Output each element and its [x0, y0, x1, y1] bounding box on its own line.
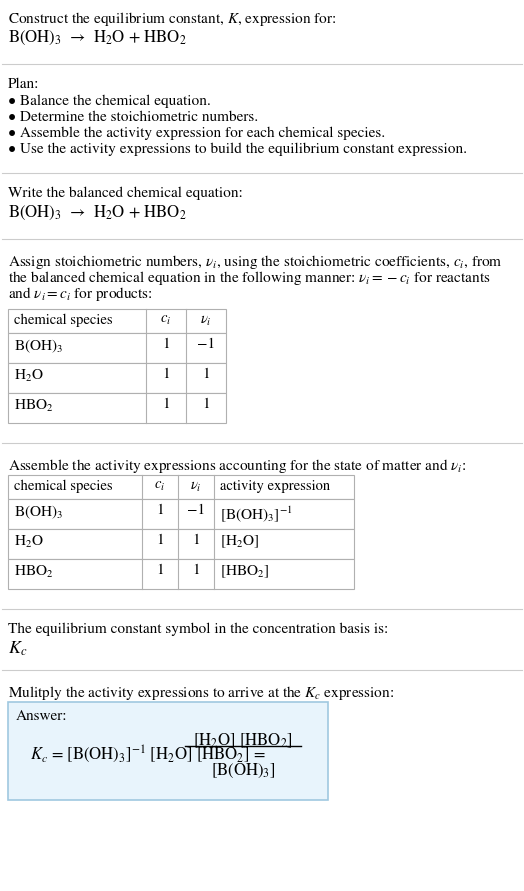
Text: Plan:: Plan:: [8, 78, 39, 92]
Text: The equilibrium constant symbol in the concentration basis is:: The equilibrium constant symbol in the c…: [8, 623, 388, 636]
Text: Construct the equilibrium constant, $K$, expression for:: Construct the equilibrium constant, $K$,…: [8, 10, 336, 28]
Text: $c_i$: $c_i$: [155, 480, 166, 494]
Text: [H$_2$O]: [H$_2$O]: [220, 534, 259, 551]
Text: • Assemble the activity expression for each chemical species.: • Assemble the activity expression for e…: [8, 127, 385, 141]
Text: $\nu_i$: $\nu_i$: [200, 314, 212, 328]
Text: 1: 1: [156, 534, 164, 547]
Text: −1: −1: [187, 504, 205, 518]
Text: • Balance the chemical equation.: • Balance the chemical equation.: [8, 95, 211, 109]
Text: B(OH)$_3$: B(OH)$_3$: [14, 504, 63, 521]
Text: B(OH)$_3$  →  H$_2$O + HBO$_2$: B(OH)$_3$ → H$_2$O + HBO$_2$: [8, 204, 187, 222]
Text: 1: 1: [156, 504, 164, 518]
Text: 1: 1: [162, 368, 170, 381]
Bar: [8, 393, 226, 423]
Text: 1: 1: [162, 398, 170, 412]
Text: B(OH)$_3$: B(OH)$_3$: [14, 338, 63, 356]
Text: • Use the activity expressions to build the equilibrium constant expression.: • Use the activity expressions to build …: [8, 143, 467, 157]
Text: [HBO$_2$]: [HBO$_2$]: [220, 564, 269, 580]
Text: $c_i$: $c_i$: [160, 314, 171, 327]
Bar: [8, 475, 354, 499]
Text: H$_2$O: H$_2$O: [14, 534, 44, 550]
Text: Assign stoichiometric numbers, $\nu_i$, using the stoichiometric coefficients, $: Assign stoichiometric numbers, $\nu_i$, …: [8, 253, 503, 271]
Text: 1: 1: [202, 398, 210, 412]
Text: B(OH)$_3$  →  H$_2$O + HBO$_2$: B(OH)$_3$ → H$_2$O + HBO$_2$: [8, 29, 187, 47]
Text: 1: 1: [192, 564, 200, 577]
Text: −1: −1: [197, 338, 215, 351]
Text: $K_c$ = [B(OH)$_3$]$^{-1}$ [H$_2$O] [HBO$_2$] =: $K_c$ = [B(OH)$_3$]$^{-1}$ [H$_2$O] [HBO…: [30, 744, 266, 765]
Text: 1: 1: [162, 338, 170, 351]
Text: and $\nu_i = c_i$ for products:: and $\nu_i = c_i$ for products:: [8, 285, 153, 303]
Text: Write the balanced chemical equation:: Write the balanced chemical equation:: [8, 187, 243, 200]
Text: $K_c$: $K_c$: [8, 640, 27, 658]
Text: chemical species: chemical species: [14, 314, 113, 327]
Text: • Determine the stoichiometric numbers.: • Determine the stoichiometric numbers.: [8, 111, 258, 125]
Bar: [8, 559, 354, 589]
Bar: [8, 309, 226, 333]
Text: activity expression: activity expression: [220, 480, 330, 494]
Text: 1: 1: [156, 564, 164, 577]
Bar: [8, 333, 226, 363]
Text: 1: 1: [192, 534, 200, 547]
Text: H$_2$O: H$_2$O: [14, 368, 44, 384]
FancyBboxPatch shape: [8, 702, 328, 800]
Text: HBO$_2$: HBO$_2$: [14, 398, 53, 414]
Text: chemical species: chemical species: [14, 480, 113, 494]
Text: [B(OH)$_3$]$^{-1}$: [B(OH)$_3$]$^{-1}$: [220, 504, 292, 524]
Text: $\nu_i$: $\nu_i$: [190, 480, 202, 495]
Text: 1: 1: [202, 368, 210, 381]
Text: Answer:: Answer:: [16, 710, 68, 723]
Text: Mulitply the activity expressions to arrive at the $K_c$ expression:: Mulitply the activity expressions to arr…: [8, 684, 394, 702]
Bar: [8, 529, 354, 559]
Bar: [8, 499, 354, 529]
Bar: [8, 363, 226, 393]
Text: HBO$_2$: HBO$_2$: [14, 564, 53, 580]
Text: [H$_2$O] [HBO$_2$]: [H$_2$O] [HBO$_2$]: [193, 732, 293, 750]
Text: [B(OH)$_3$]: [B(OH)$_3$]: [211, 762, 275, 781]
Text: Assemble the activity expressions accounting for the state of matter and $\nu_i$: Assemble the activity expressions accoun…: [8, 457, 466, 475]
Text: the balanced chemical equation in the following manner: $\nu_i = -c_i$ for react: the balanced chemical equation in the fo…: [8, 269, 490, 287]
